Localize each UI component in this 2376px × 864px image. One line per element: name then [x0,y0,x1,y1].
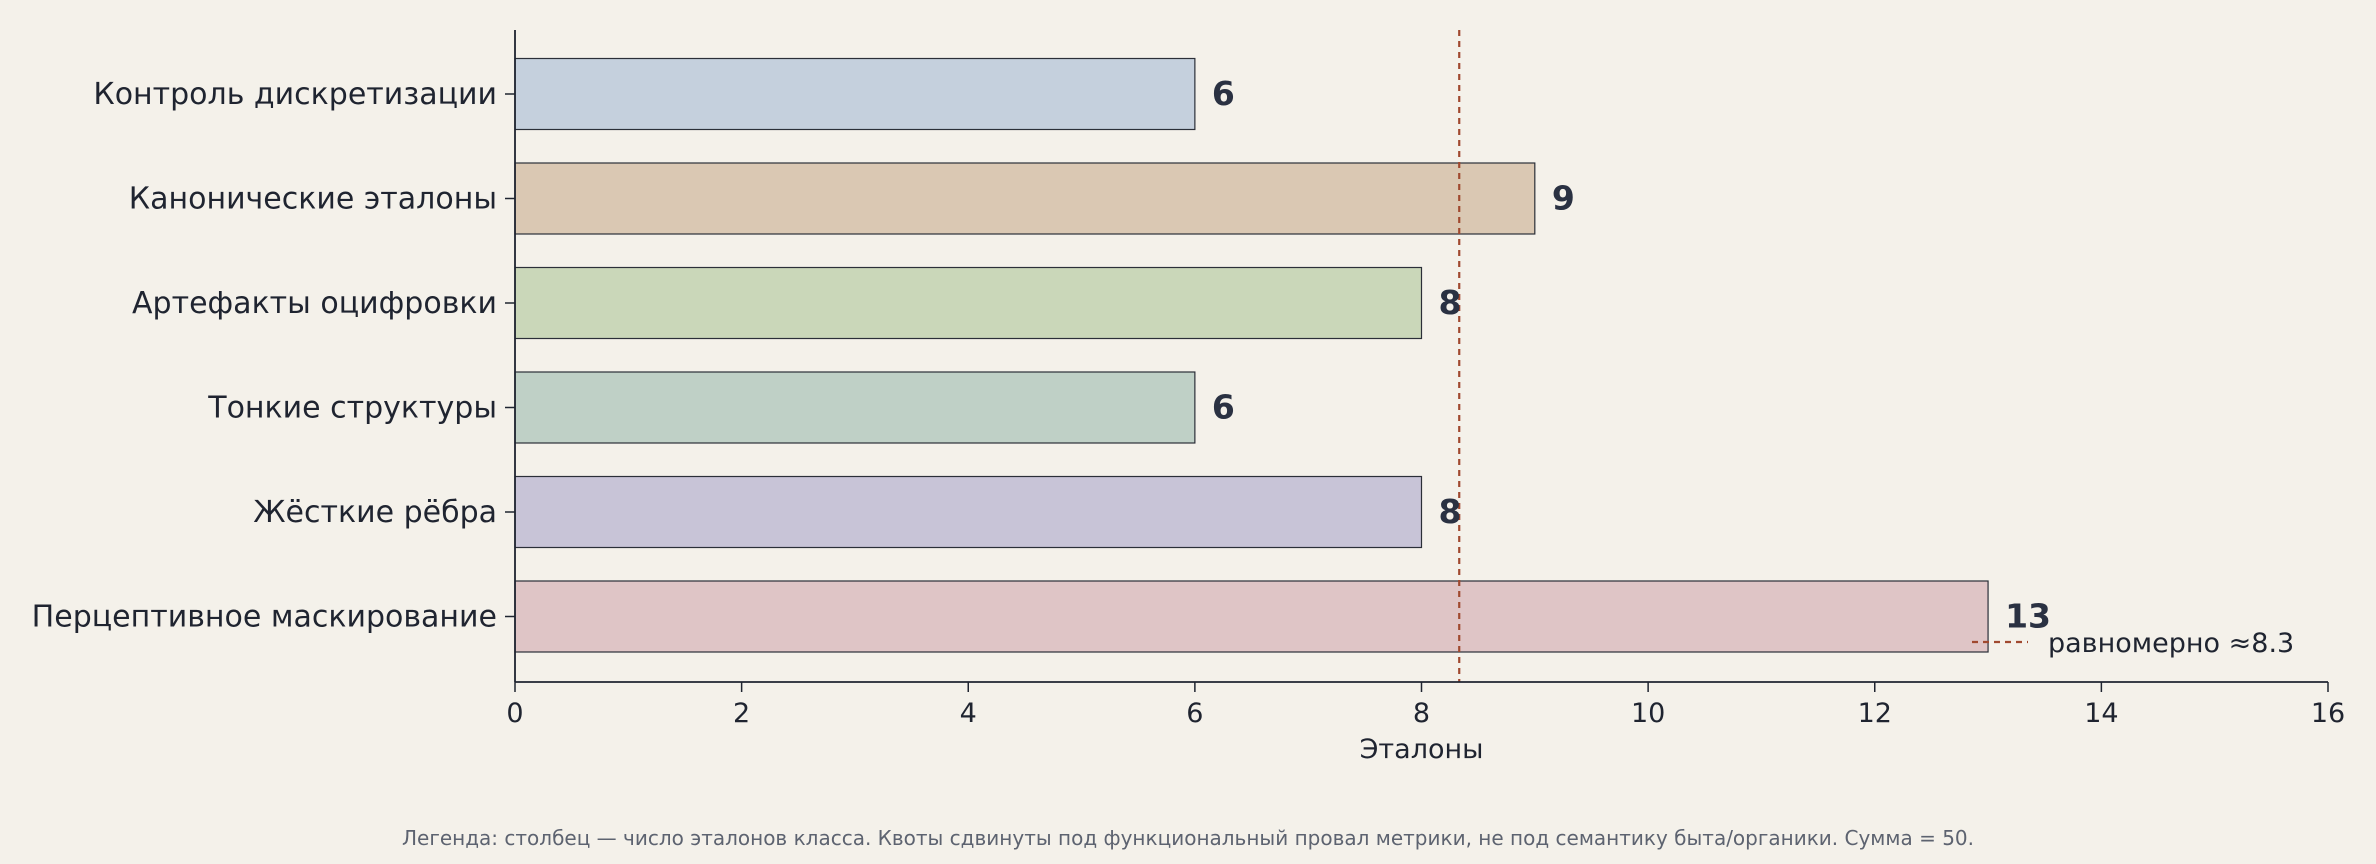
x-tick-label-8: 8 [1413,698,1430,729]
bar-2 [514,162,1536,235]
value-label-6: 13 [2005,597,2051,636]
value-label-5: 8 [1439,492,1462,531]
category-label-3: Артефакты оцифровки [132,286,497,321]
bar-5 [514,475,1423,549]
bar-4 [514,371,1196,444]
axes: 0 2 4 6 8 10 12 14 16 [505,30,2345,729]
category-label-4: Тонкие структуры [207,391,497,426]
category-label-2: Канонические эталоны [129,182,497,217]
category-label-1: Контроль дискретизации [93,77,497,112]
x-tick-label-16: 16 [2311,698,2345,729]
bar-6 [514,580,1989,653]
x-tick-label-2: 2 [733,698,750,729]
category-label-5: Жёсткие рёбра [253,495,497,530]
bar-1 [514,57,1196,131]
x-axis-title: Эталоны [1360,734,1484,765]
x-tick-label-4: 4 [960,698,977,729]
x-tick-label-12: 12 [1858,698,1892,729]
legend-label: равномерно ≈8.3 [2048,628,2294,659]
value-label-4: 6 [1212,388,1235,427]
x-tick-label-10: 10 [1631,698,1665,729]
legend: равномерно ≈8.3 [1972,628,2294,659]
category-label-6: Перцептивное маскирование [32,600,497,635]
value-label-3: 8 [1439,283,1462,322]
footnote: Легенда: столбец — число эталонов класса… [402,826,1974,850]
bar-3 [514,266,1423,340]
x-tick-label-14: 14 [2084,698,2118,729]
bars [514,57,1989,653]
x-tick-label-6: 6 [1186,698,1203,729]
value-label-1: 6 [1212,74,1235,113]
value-label-2: 9 [1552,179,1575,218]
x-tick-label-0: 0 [506,698,523,729]
labels: Контроль дискретизации 6 Канонические этал… [32,74,2051,636]
